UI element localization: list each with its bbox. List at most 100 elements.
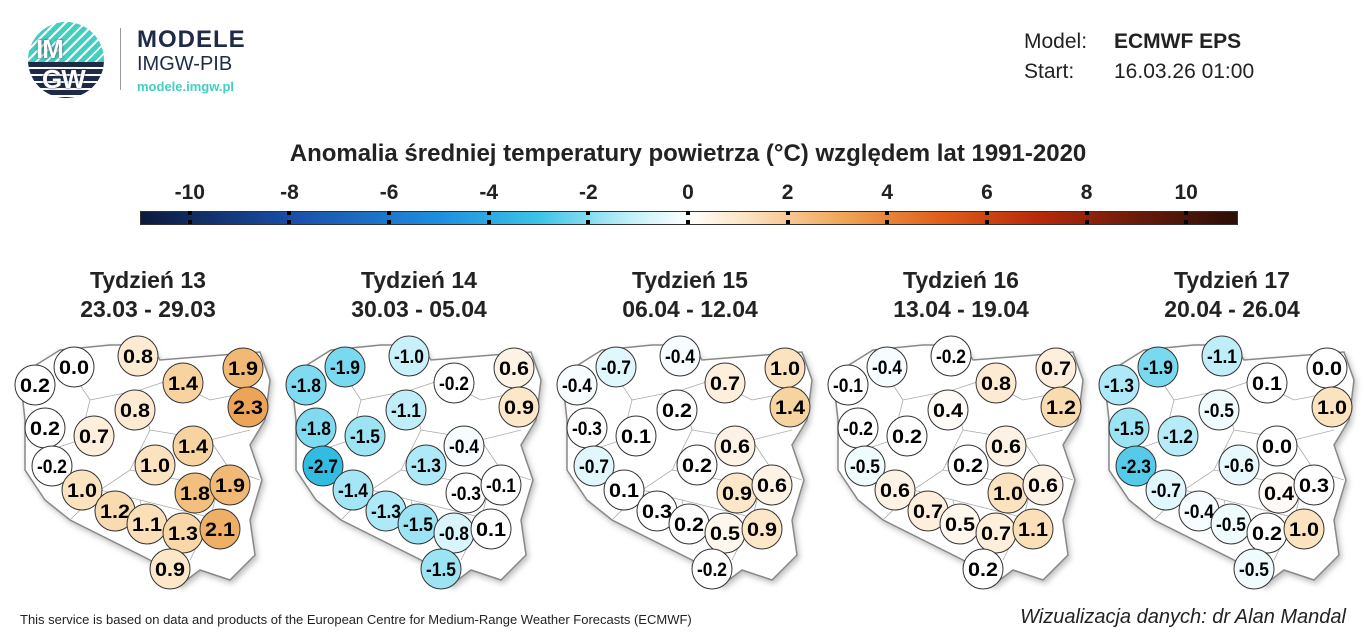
bubble-circle (866, 346, 908, 388)
bubble-value: 0.2 (953, 456, 983, 477)
station-bubble: 1.1 (126, 503, 168, 545)
station-bubble: 0.2 (656, 389, 698, 431)
bubble-value: 0.2 (20, 376, 50, 397)
bubble-value: -1.5 (1114, 419, 1144, 440)
bubble-value: 0.1 (621, 427, 651, 448)
station-bubble: -0.8 (433, 512, 475, 554)
poland-map-week-16: -0.1 -0.4 -0.2 0.8 0.7 1.2 0.4 -0.2 0.2 -0.5 0.2 0.… (827, 335, 1084, 590)
bubble-value: -0.4 (449, 437, 479, 458)
colorbar-tick (1184, 211, 1189, 225)
station-bubble: -1.0 (388, 335, 430, 377)
station-bubble: -0.7 (595, 346, 637, 388)
bubble-value: 1.0 (993, 484, 1023, 505)
bubble-circle (31, 445, 73, 487)
station-bubble: 1.4 (769, 386, 811, 428)
bubble-circle (1012, 508, 1054, 550)
bubble-value: -1.1 (391, 401, 421, 422)
bubble-value: -1.2 (1163, 427, 1193, 448)
bubble-circle (751, 464, 793, 506)
imgw-logo: IM GW (28, 22, 104, 98)
bubble-circle (930, 335, 972, 377)
bubble-value: -0.1 (486, 476, 516, 497)
bubble-value: -0.5 (1239, 560, 1269, 581)
start-value: 16.03.26 01:00 (1114, 60, 1255, 83)
station-bubble: 0.8 (117, 335, 159, 377)
station-bubble: -0.4 (556, 364, 598, 406)
bubble-circle (117, 335, 159, 377)
bubble-value: -1.3 (371, 502, 401, 523)
station-bubble: 0.2 (1246, 512, 1288, 554)
bubble-value: 0.2 (30, 419, 60, 440)
chart-title: Anomalia średniej temperatury powietrza … (289, 140, 1087, 167)
bubble-circle (741, 508, 783, 550)
bubble-value: -0.5 (1204, 401, 1234, 422)
station-bubble: 1.4 (172, 425, 214, 467)
logo-divider (120, 28, 121, 90)
colorbar-tick-label: 6 (981, 181, 993, 204)
bubble-value: -1.0 (394, 347, 424, 368)
bubble-circle (344, 415, 386, 457)
bubble-circle (975, 362, 1017, 404)
map-dates-label: 13.04 - 19.04 (893, 296, 1029, 322)
bubble-circle (704, 362, 746, 404)
station-bubble: -0.1 (480, 464, 522, 506)
station-bubble: 0.1 (470, 508, 512, 550)
station-bubble: 2.3 (227, 386, 269, 428)
map-dates-label: 23.03 - 29.03 (80, 296, 216, 322)
bubble-value: 0.1 (609, 481, 639, 502)
station-bubble: 0.6 (493, 347, 535, 389)
bubble-value: 0.0 (59, 358, 89, 379)
bubble-circle (1137, 346, 1179, 388)
colorbar-tick (387, 211, 392, 225)
bubble-circle (1157, 415, 1199, 457)
brand-org: IMGW-PIB (137, 53, 233, 75)
bubble-circle (1283, 508, 1325, 550)
bubble-circle (324, 346, 366, 388)
bubble-value: 0.9 (504, 398, 534, 419)
bubble-value: 0.7 (913, 502, 943, 523)
station-bubble: 1.9 (222, 347, 264, 389)
bubble-value: -0.2 (843, 419, 873, 440)
bubble-circle (199, 508, 241, 550)
colorbar-tick (586, 211, 591, 225)
poland-map-week-17: -1.3-1.9-1.10.10.01.0-0.5-1.5 -1.2-2.3 -0.… (1098, 335, 1355, 590)
station-bubble: 1.0 (61, 469, 103, 511)
bubble-value: 1.8 (180, 484, 210, 505)
poland-map-week-15: -0.4-0.7-0.40.71.01.40.2-0.3 0.1-0.7 0.20.… (556, 335, 813, 590)
bubble-circle (656, 389, 698, 431)
station-bubble: 0.7 (907, 490, 949, 532)
bubble-circle (769, 386, 811, 428)
station-bubble: 0.7 (975, 512, 1017, 554)
bubble-circle (385, 389, 427, 431)
bubble-value: -0.2 (439, 374, 469, 395)
bubble-circle (1256, 425, 1298, 467)
station-bubble: -1.4 (332, 469, 374, 511)
station-bubble: -1.1 (385, 389, 427, 431)
station-bubble: 0.5 (704, 512, 746, 554)
station-bubble: -1.5 (344, 415, 386, 457)
bubble-circle (962, 548, 1004, 590)
bubble-value: 0.7 (981, 524, 1011, 545)
station-bubble: -1.3 (405, 444, 447, 486)
bubble-value: 0.7 (1041, 359, 1071, 380)
bubble-circle (498, 386, 540, 428)
bubble-circle (433, 362, 475, 404)
bubble-value: 0.2 (674, 515, 704, 536)
bubble-value: 0.8 (120, 401, 150, 422)
bubble-circle (162, 362, 204, 404)
station-bubble: 0.0 (1306, 347, 1348, 389)
bubble-circle (615, 415, 657, 457)
station-bubble: 2.1 (199, 508, 241, 550)
bubble-circle (1022, 464, 1064, 506)
bubble-value: 1.0 (140, 456, 170, 477)
model-value: ECMWF EPS (1114, 30, 1242, 53)
bubble-value: -1.9 (330, 358, 360, 379)
brand-url[interactable]: modele.imgw.pl (137, 79, 235, 94)
colorbar-tick (1084, 211, 1089, 225)
station-bubble: 0.0 (53, 346, 95, 388)
station-bubble: 0.4 (1258, 472, 1300, 514)
station-bubble: -0.5 (1210, 503, 1252, 545)
station-bubble: 0.7 (1035, 347, 1077, 389)
station-bubble: -0.2 (930, 335, 972, 377)
colorbar-tick-label: -2 (579, 181, 598, 204)
